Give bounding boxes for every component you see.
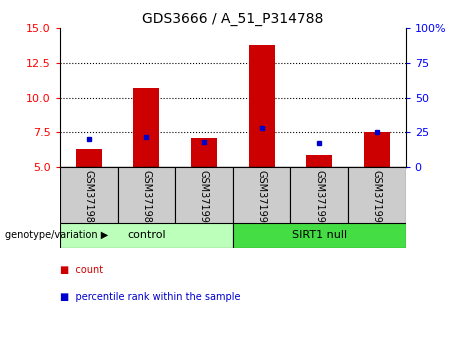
Bar xyxy=(306,155,332,167)
Title: GDS3666 / A_51_P314788: GDS3666 / A_51_P314788 xyxy=(142,12,324,26)
Text: ■  count: ■ count xyxy=(60,266,103,275)
Text: GSM371988: GSM371988 xyxy=(84,170,94,229)
Text: GSM371993: GSM371993 xyxy=(372,170,382,229)
Text: GSM371991: GSM371991 xyxy=(257,170,266,229)
Text: GSM371990: GSM371990 xyxy=(199,170,209,229)
Text: control: control xyxy=(127,230,165,240)
Bar xyxy=(290,167,348,223)
Bar xyxy=(233,167,290,223)
Text: GSM371992: GSM371992 xyxy=(314,170,324,229)
Text: genotype/variation ▶: genotype/variation ▶ xyxy=(5,230,108,240)
Bar xyxy=(60,223,233,248)
Text: ■  percentile rank within the sample: ■ percentile rank within the sample xyxy=(60,292,241,302)
Bar xyxy=(233,223,406,248)
Bar xyxy=(76,149,102,167)
Bar xyxy=(364,132,390,167)
Bar xyxy=(133,88,160,167)
Text: SIRT1 null: SIRT1 null xyxy=(292,230,347,240)
Bar xyxy=(60,167,118,223)
Bar xyxy=(175,167,233,223)
Bar xyxy=(248,45,275,167)
Text: GSM371989: GSM371989 xyxy=(142,170,151,229)
Bar xyxy=(191,138,217,167)
Bar xyxy=(118,167,175,223)
Bar xyxy=(348,167,406,223)
